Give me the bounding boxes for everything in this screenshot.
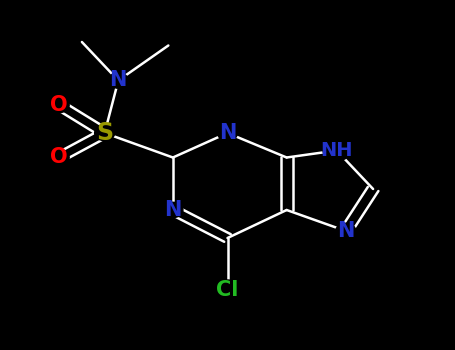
Circle shape bbox=[49, 97, 69, 113]
Circle shape bbox=[323, 140, 350, 161]
Circle shape bbox=[217, 125, 238, 141]
Circle shape bbox=[49, 150, 69, 165]
Circle shape bbox=[336, 223, 356, 239]
Text: NH: NH bbox=[320, 141, 353, 160]
Text: S: S bbox=[96, 121, 113, 145]
Circle shape bbox=[95, 125, 115, 141]
Text: O: O bbox=[51, 95, 68, 115]
Text: O: O bbox=[51, 147, 68, 168]
Text: Cl: Cl bbox=[216, 280, 239, 301]
Circle shape bbox=[163, 202, 183, 218]
Circle shape bbox=[108, 73, 128, 88]
Text: N: N bbox=[337, 221, 354, 241]
Circle shape bbox=[214, 280, 241, 301]
Text: N: N bbox=[164, 200, 182, 220]
Text: N: N bbox=[219, 123, 236, 143]
Text: N: N bbox=[110, 70, 127, 91]
